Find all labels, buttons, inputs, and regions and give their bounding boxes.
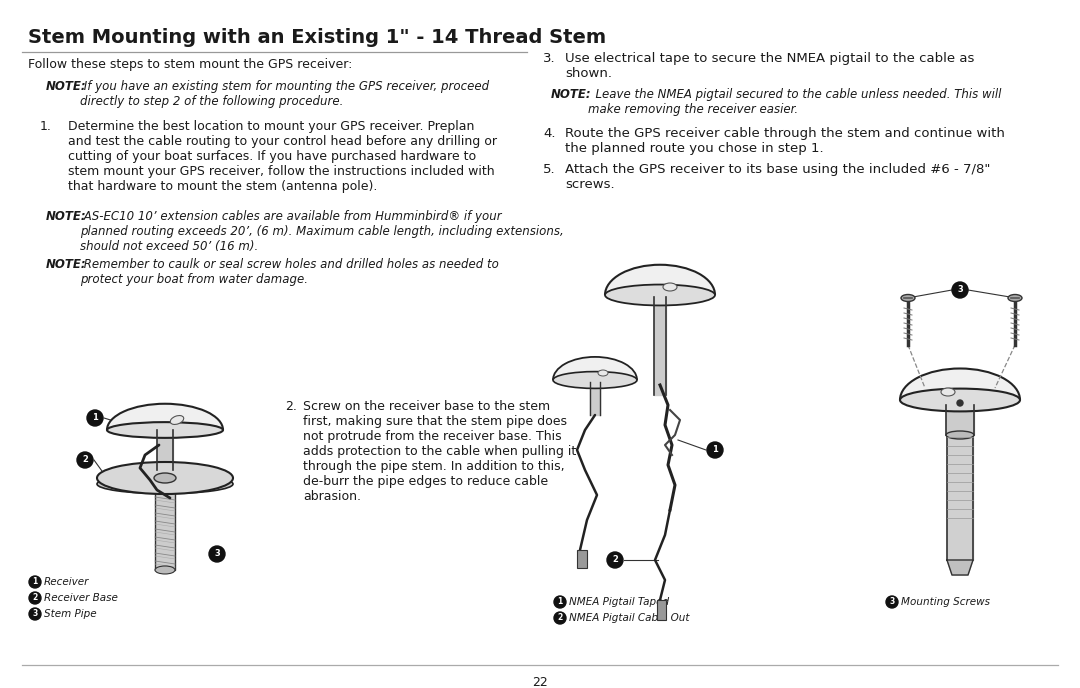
- Circle shape: [554, 612, 566, 624]
- Ellipse shape: [156, 566, 175, 574]
- Text: 1: 1: [712, 446, 718, 455]
- Circle shape: [210, 546, 225, 562]
- Circle shape: [29, 576, 41, 588]
- Text: 22: 22: [532, 676, 548, 688]
- Text: 2: 2: [557, 614, 563, 623]
- Circle shape: [87, 410, 103, 426]
- Text: Determine the best location to mount your GPS receiver. Preplan
and test the cab: Determine the best location to mount you…: [68, 120, 497, 193]
- Text: 1.: 1.: [40, 120, 52, 133]
- Text: 1: 1: [92, 413, 98, 422]
- Ellipse shape: [171, 416, 184, 424]
- Ellipse shape: [663, 283, 677, 291]
- Text: Route the GPS receiver cable through the stem and continue with
the planned rout: Route the GPS receiver cable through the…: [565, 127, 1004, 155]
- Ellipse shape: [900, 369, 1020, 431]
- Text: Follow these steps to stem mount the GPS receiver:: Follow these steps to stem mount the GPS…: [28, 58, 352, 71]
- Text: If you have an existing stem for mounting the GPS receiver, proceed
directly to : If you have an existing stem for mountin…: [80, 80, 489, 108]
- Text: 2: 2: [612, 555, 618, 564]
- Text: 1: 1: [557, 597, 563, 607]
- Text: AS-EC10 10’ extension cables are available from Humminbird® if your
planned rout: AS-EC10 10’ extension cables are availab…: [80, 210, 564, 253]
- Bar: [156, 492, 175, 570]
- Text: 4.: 4.: [543, 127, 555, 140]
- Text: NOTE:: NOTE:: [46, 80, 86, 93]
- Ellipse shape: [107, 404, 222, 456]
- Text: 3: 3: [32, 610, 38, 619]
- Ellipse shape: [97, 462, 233, 494]
- Text: Use electrical tape to secure the NMEA pigtail to the cable as
shown.: Use electrical tape to secure the NMEA p…: [565, 52, 974, 80]
- Ellipse shape: [553, 357, 637, 403]
- Text: Attach the GPS receiver to its base using the included #6 - 7/8"
screws.: Attach the GPS receiver to its base usin…: [565, 163, 990, 191]
- Text: NOTE:: NOTE:: [46, 210, 86, 223]
- Text: 2: 2: [82, 455, 87, 464]
- Circle shape: [607, 552, 623, 568]
- Ellipse shape: [941, 388, 955, 396]
- Ellipse shape: [107, 422, 222, 438]
- Text: NOTE:: NOTE:: [551, 88, 592, 101]
- Text: Remember to caulk or seal screw holes and drilled holes as needed to
protect you: Remember to caulk or seal screw holes an…: [80, 258, 499, 286]
- Text: NMEA Pigtail Cable Out: NMEA Pigtail Cable Out: [569, 613, 689, 623]
- Text: 1: 1: [32, 577, 38, 586]
- Ellipse shape: [946, 431, 974, 439]
- Ellipse shape: [97, 475, 233, 493]
- Ellipse shape: [598, 370, 608, 376]
- Text: Screw on the receiver base to the stem
first, making sure that the stem pipe doe: Screw on the receiver base to the stem f…: [303, 400, 577, 503]
- Bar: [577, 550, 588, 568]
- Circle shape: [957, 400, 963, 406]
- Ellipse shape: [553, 372, 637, 389]
- Circle shape: [77, 452, 93, 468]
- Ellipse shape: [901, 294, 915, 301]
- Text: Stem Pipe: Stem Pipe: [44, 609, 96, 619]
- Ellipse shape: [605, 265, 715, 325]
- Text: 2: 2: [32, 594, 38, 603]
- Text: Leave the NMEA pigtail secured to the cable unless needed. This will
make removi: Leave the NMEA pigtail secured to the ca…: [588, 88, 1001, 116]
- Text: NOTE:: NOTE:: [46, 258, 86, 271]
- Text: 3: 3: [957, 286, 963, 294]
- Text: Stem Mounting with an Existing 1" - 14 Thread Stem: Stem Mounting with an Existing 1" - 14 T…: [28, 28, 606, 47]
- Polygon shape: [947, 560, 973, 575]
- Circle shape: [886, 596, 897, 608]
- Circle shape: [707, 442, 723, 458]
- Text: Receiver Base: Receiver Base: [44, 593, 118, 603]
- Text: Receiver: Receiver: [44, 577, 90, 587]
- Text: 3: 3: [889, 597, 894, 607]
- Circle shape: [29, 608, 41, 620]
- Text: Mounting Screws: Mounting Screws: [901, 597, 990, 607]
- Text: 2.: 2.: [285, 400, 297, 413]
- Ellipse shape: [1008, 294, 1022, 301]
- Text: 5.: 5.: [543, 163, 555, 176]
- Bar: [657, 600, 666, 620]
- Circle shape: [951, 282, 968, 298]
- Ellipse shape: [605, 285, 715, 305]
- Text: 3.: 3.: [543, 52, 555, 65]
- Circle shape: [29, 592, 41, 604]
- Text: 3: 3: [214, 550, 220, 559]
- Ellipse shape: [154, 473, 176, 483]
- Text: NMEA Pigtail Taped: NMEA Pigtail Taped: [569, 597, 670, 607]
- Ellipse shape: [900, 389, 1020, 411]
- Circle shape: [554, 596, 566, 608]
